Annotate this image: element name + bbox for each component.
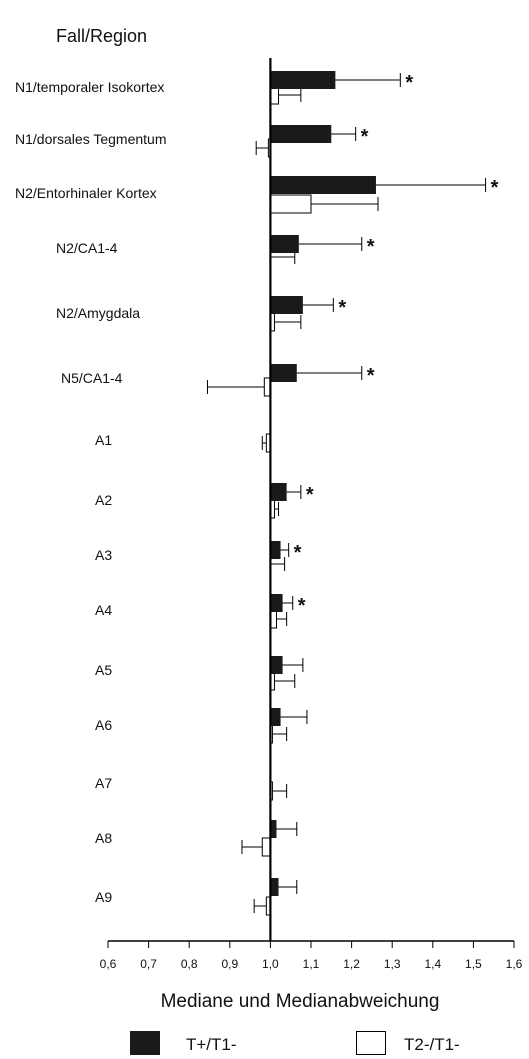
legend: T+/T1- T2-/T1-	[130, 1031, 460, 1055]
significance-marker: *	[367, 365, 375, 387]
legend-label-t2-t1: T2-/T1-	[404, 1035, 460, 1054]
x-tick-label: 0,7	[140, 957, 157, 971]
category-label: A1	[95, 432, 112, 448]
bar-t-plus-t1	[270, 878, 279, 896]
bar-t-plus-t1	[270, 656, 283, 674]
bar-t-plus-t1	[270, 483, 287, 501]
significance-marker: *	[306, 484, 314, 506]
category-label: N2/Entorhinaler Kortex	[15, 185, 157, 201]
bar-t-plus-t1	[270, 541, 281, 559]
category-label: A4	[95, 602, 112, 618]
significance-marker: *	[298, 595, 306, 617]
x-tick-label: 1,5	[465, 957, 482, 971]
category-label: N1/temporaler Isokortex	[15, 79, 164, 95]
category-label: N5/CA1-4	[61, 370, 123, 386]
bar-t-plus-t1	[270, 176, 376, 194]
bar-t2-t1	[261, 837, 271, 857]
bar-t-plus-t1	[270, 296, 303, 314]
x-tick-label: 1,3	[384, 957, 401, 971]
category-label: A3	[95, 547, 112, 563]
x-tick-label: 1,0	[262, 957, 279, 971]
bar-t-plus-t1	[270, 235, 299, 253]
category-label: N1/dorsales Tegmentum	[15, 131, 166, 147]
category-label: A8	[95, 830, 112, 846]
significance-marker: *	[367, 236, 375, 258]
significance-marker: *	[294, 542, 302, 564]
category-label: A7	[95, 775, 112, 791]
x-tick-label: 1,6	[506, 957, 523, 971]
category-label: A2	[95, 492, 112, 508]
legend-swatch-t2-t1	[356, 1031, 386, 1055]
category-label: N2/Amygdala	[56, 305, 140, 321]
significance-marker: *	[361, 126, 369, 148]
legend-swatch-t-plus-t1	[130, 1031, 160, 1055]
bars: * * * * * * * * *	[206, 58, 499, 941]
legend-label-t-plus-t1: T+/T1-	[186, 1035, 237, 1054]
x-tick-label: 0,9	[221, 957, 238, 971]
x-tick-label: 1,4	[424, 957, 441, 971]
bar-t-plus-t1	[270, 364, 297, 382]
bar-t-plus-t1	[270, 594, 283, 612]
significance-marker: *	[491, 177, 499, 199]
bar-t2-t1	[269, 194, 312, 214]
x-tick-label: 0,8	[181, 957, 198, 971]
significance-marker: *	[405, 72, 413, 94]
bar-t-plus-t1	[270, 125, 332, 143]
category-label: A5	[95, 662, 112, 678]
category-label: A9	[95, 889, 112, 905]
x-tick-label: 0,6	[100, 957, 117, 971]
bar-t-plus-t1	[270, 71, 336, 89]
x-axis-label: Mediane und Medianabweichung	[161, 991, 440, 1012]
chart-title: Fall/Region	[56, 26, 147, 46]
category-label: A6	[95, 717, 112, 733]
category-label: N2/CA1-4	[56, 240, 118, 256]
category-labels: N1/temporaler Isokortex N1/dorsales Tegme…	[15, 79, 166, 905]
bar-t-plus-t1	[270, 708, 281, 726]
x-tick-label: 1,2	[343, 957, 360, 971]
x-tick-label: 1,1	[303, 957, 320, 971]
x-axis: 0,6 0,7 0,8 0,9 1,0 1,1 1,2 1,3 1,4 1,5 1,6	[100, 940, 523, 971]
significance-marker: *	[338, 297, 346, 319]
bar-t-plus-t1	[270, 820, 277, 838]
